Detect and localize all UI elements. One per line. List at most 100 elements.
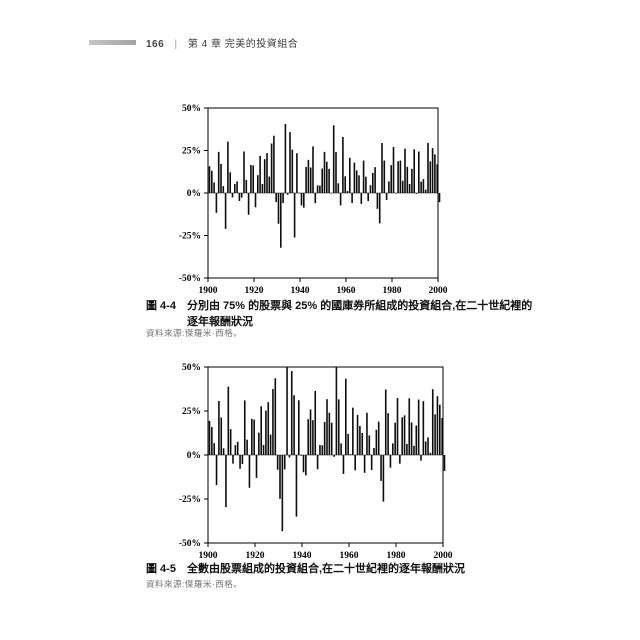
bar-1981 (395, 193, 397, 194)
bar-1967 (362, 160, 365, 193)
bar-1909 (229, 172, 231, 193)
bar-1988 (415, 425, 418, 455)
bar-1945 (312, 146, 314, 193)
bar-1914 (240, 193, 243, 198)
bar-1994 (424, 189, 427, 193)
bar-1953 (333, 455, 335, 457)
bar-1923 (261, 183, 264, 193)
bar-1922 (259, 155, 261, 193)
bar-1935 (289, 132, 291, 193)
y-tick-label: 0% (187, 451, 201, 461)
bar-1959 (344, 176, 346, 193)
bar-1916 (246, 439, 248, 455)
bar-1942 (305, 166, 307, 193)
bar-1971 (375, 429, 378, 455)
bar-1926 (269, 434, 272, 455)
x-tick-label: 1940 (291, 286, 310, 296)
bar-1979 (390, 165, 392, 193)
bar-1958 (345, 378, 347, 455)
bar-1931 (280, 193, 282, 248)
bar-1928 (274, 378, 277, 455)
bar-1934 (288, 455, 291, 458)
bar-1920 (254, 193, 257, 208)
bar-1904 (218, 400, 220, 455)
bar-2000 (443, 455, 446, 472)
bar-1997 (436, 396, 439, 455)
bar-1932 (283, 455, 286, 470)
bar-1995 (431, 389, 434, 455)
bar-1993 (422, 179, 425, 193)
figure-4-5-chart: 50% 25% 0% -25% -50% 1900 1920 1940 1960 1980 2000 (179, 363, 453, 561)
bar-1940 (302, 455, 305, 473)
bar-1998 (434, 154, 436, 193)
bar-1999 (436, 164, 438, 193)
bar-1906 (222, 186, 225, 193)
figure-4-4-chart: 50% 25% 0% -25% -50% 1900 1920 1940 1960 1980 2000 (179, 104, 448, 296)
bar-1968 (365, 176, 367, 193)
bar-1982 (397, 161, 399, 193)
bar-1925 (266, 153, 268, 193)
bar-1929 (275, 193, 277, 203)
bar-1951 (326, 161, 328, 193)
bar-1939 (298, 193, 300, 194)
bar-1975 (384, 389, 387, 455)
bar-1964 (355, 170, 358, 193)
bar-1929 (276, 455, 279, 470)
bar-1930 (277, 193, 280, 224)
bar-1932 (282, 193, 284, 204)
figure-4-5-source: 資料來源:傑羅米·西格。 (146, 579, 243, 589)
bar-1996 (434, 414, 436, 455)
x-tick-label: 2000 (434, 551, 453, 561)
bar-1980 (396, 397, 399, 455)
bar-1997 (431, 148, 434, 193)
bar-1975 (381, 143, 383, 193)
chapter-title: 第 4 章 完美的投資組合 (187, 39, 299, 50)
bar-1952 (330, 422, 333, 455)
bar-1900 (208, 166, 211, 193)
y-tick-label: 0% (187, 189, 201, 199)
bar-1977 (385, 193, 388, 200)
bar-1992 (424, 441, 427, 455)
y-tick-label: 50% (182, 104, 201, 114)
bar-1928 (273, 135, 275, 193)
bar-1953 (330, 193, 333, 194)
bar-1981 (399, 455, 401, 464)
bar-1972 (374, 167, 376, 193)
figure-4-4-label: 圖 4-4 (146, 300, 176, 312)
bar-1942 (307, 419, 309, 455)
bar-1904 (217, 151, 220, 193)
bar-1960 (349, 454, 352, 455)
bar-1907 (225, 455, 227, 508)
bar-1999 (441, 418, 443, 455)
bar-1941 (303, 193, 305, 208)
bar-1939 (300, 455, 302, 456)
figure-4-5-caption: 全數由股票組成的投資組合,在二十世紀裡的逐年報酬狀況 (186, 563, 466, 575)
x-tick-label: 1920 (246, 551, 265, 561)
bar-1918 (250, 164, 252, 193)
bar-1970 (369, 185, 372, 193)
bar-1964 (359, 425, 361, 455)
bar-1911 (234, 183, 236, 193)
bar-1989 (417, 399, 420, 455)
header-separator: | (174, 39, 178, 50)
bar-1973 (380, 455, 382, 481)
bar-2000 (438, 193, 441, 203)
bar-1957 (339, 193, 342, 206)
y-tick-label: 25% (182, 407, 201, 417)
x-tick-label: 1980 (387, 551, 406, 561)
bar-1910 (231, 193, 234, 198)
bar-1902 (213, 182, 215, 193)
bar-1974 (378, 193, 381, 224)
bar-1933 (284, 123, 287, 193)
bar-1954 (335, 367, 338, 455)
bar-1991 (422, 401, 425, 455)
bar-1915 (243, 400, 246, 455)
bar-1943 (307, 159, 310, 193)
bar-1950 (326, 399, 328, 455)
bar-1980 (392, 146, 395, 193)
y-tick-label: 25% (182, 147, 201, 157)
bar-1949 (321, 168, 323, 193)
bar-1986 (406, 166, 409, 193)
bar-1931 (281, 455, 284, 532)
